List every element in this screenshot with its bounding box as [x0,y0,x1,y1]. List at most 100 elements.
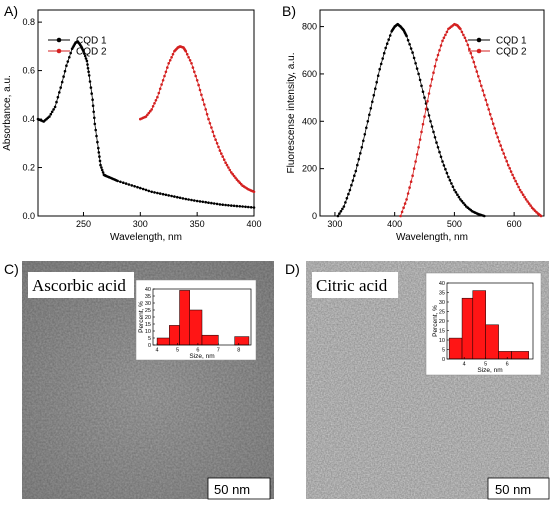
data-point [356,163,359,167]
data-point [344,201,347,204]
y-tick-label: 600 [302,69,317,79]
data-point [381,57,385,60]
x-tick-label: 600 [507,219,522,229]
data-point [454,191,458,194]
data-point [91,98,94,101]
data-point [146,113,149,117]
data-point [456,193,459,196]
x-tick-label: 8 [237,348,240,354]
data-point [119,180,122,184]
x-tick-label: 6 [196,348,199,354]
data-point [188,59,192,62]
data-point [50,110,54,114]
panel-letter-d: D) [285,261,300,277]
data-point [441,39,444,43]
data-point [462,33,465,37]
data-point [60,80,64,84]
data-point [353,174,356,177]
data-point [166,66,169,69]
y-tick-label: 5 [442,348,445,354]
data-point [527,202,531,205]
data-point [444,167,447,171]
data-point [193,199,196,202]
x-tick-label: 400 [246,219,261,229]
tem-label-box-citric [312,272,398,298]
data-point [218,149,222,152]
series-line [140,45,255,193]
data-point [87,74,91,77]
data-point [499,144,503,147]
data-point [433,136,437,139]
data-point [411,51,414,54]
data-point [368,113,371,117]
data-point [167,62,170,65]
scalebar-box-d [487,477,550,500]
data-point [164,70,168,74]
data-point [122,181,125,184]
data-point [207,201,210,204]
data-point [225,163,229,167]
y-tick-label: 10 [145,329,151,335]
data-point [524,198,528,201]
y-tick-label: 35 [439,291,445,297]
data-point [150,190,153,194]
data-point [514,179,517,183]
data-point [471,56,474,59]
data-point [347,192,350,196]
data-point [195,79,199,82]
data-point [211,130,215,134]
data-point [136,185,139,189]
data-point [375,80,379,84]
histogram-bar [498,351,512,360]
histogram-bar [461,297,474,360]
data-point [497,140,501,143]
fluorescence-chart: 300 400 500 600 0 200 400 600 800 Wavelength, nm F… [286,9,545,243]
data-point [173,195,176,198]
data-point [414,160,417,163]
data-point [362,139,365,143]
data-point [144,115,148,118]
data-point [167,194,170,197]
data-point [490,117,494,121]
data-point [63,69,67,73]
data-point [228,168,232,172]
data-point [372,93,376,97]
y-tick-label: 0 [442,357,445,363]
data-point [403,202,407,205]
data-point [116,179,119,183]
data-point [418,138,422,141]
data-point [247,205,250,209]
data-point [409,180,413,183]
data-point [55,100,58,104]
data-point [468,47,471,51]
data-point [156,191,159,195]
data-point [198,88,202,92]
y-tick-label: 0 [148,343,151,349]
data-point [252,206,256,209]
data-point [203,103,206,106]
data-point [208,122,212,125]
data-point [184,197,188,201]
y-tick-label: 15 [145,322,151,328]
data-point [439,44,443,47]
data-point [460,199,464,203]
data-point [187,198,190,201]
data-point [83,52,86,55]
y-tick-label: 40 [145,287,151,293]
data-point [462,201,465,205]
data-point [424,107,428,111]
data-point [405,34,408,38]
series-line [37,40,255,208]
data-point [170,56,173,59]
data-point [168,59,172,62]
data-point [69,51,72,55]
data-point [488,112,492,116]
data-point [415,153,419,156]
plot-frame [37,9,255,217]
data-point [98,155,101,158]
y-tick-label: 25 [439,310,445,316]
y-tick-label: 15 [439,329,445,335]
data-point [517,185,520,189]
data-point [369,107,373,110]
series-2 [399,22,543,218]
